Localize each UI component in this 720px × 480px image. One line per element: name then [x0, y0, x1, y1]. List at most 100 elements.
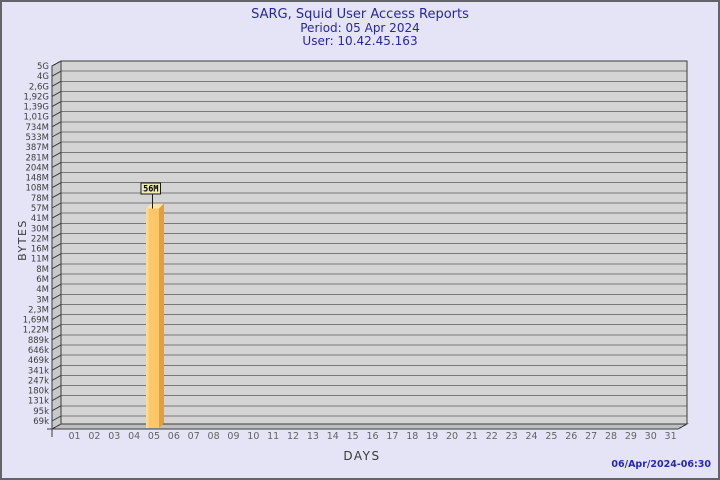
- y-tick-label: 5G: [37, 62, 49, 72]
- y-tick-label: 734M: [25, 123, 49, 133]
- y-tick: [51, 212, 62, 219]
- y-tick: [51, 324, 62, 331]
- chart-title: SARG, Squid User Access Reports: [251, 7, 469, 22]
- y-tick-label: 6M: [36, 275, 49, 285]
- plot-outline: [60, 60, 688, 425]
- y-tick-label: 469k: [28, 356, 49, 366]
- x-tick-label: 20: [446, 431, 458, 442]
- y-tick: [51, 232, 62, 239]
- y-tick-label: 4M: [36, 285, 49, 295]
- y-tick-label: 131k: [28, 397, 49, 407]
- y-tick: [51, 70, 62, 77]
- x-tick-label: 09: [227, 431, 239, 442]
- x-tick-label: 01: [68, 431, 80, 442]
- y-tick: [51, 151, 62, 158]
- y-tick-label: 3M: [36, 295, 49, 305]
- y-tick-label: 1,01G: [23, 113, 49, 123]
- x-tick-label: 18: [406, 431, 418, 442]
- y-tick: [51, 202, 62, 209]
- generated-timestamp: 06/Apr/2024-06:30: [611, 459, 711, 470]
- y-tick: [51, 253, 62, 260]
- x-tick-label: 25: [545, 431, 557, 442]
- x-tick-label: 03: [108, 431, 120, 442]
- y-tick: [51, 415, 62, 422]
- y-tick-label: 78M: [31, 194, 49, 204]
- y-tick: [51, 385, 62, 392]
- y-tick-label: 4G: [37, 72, 49, 82]
- y-tick-label: 1,22M: [23, 326, 49, 336]
- y-tick-label: 281M: [25, 153, 49, 163]
- y-tick: [51, 192, 62, 199]
- x-tick-label: 19: [426, 431, 438, 442]
- y-tick: [51, 354, 62, 361]
- y-tick-label: 533M: [25, 133, 49, 143]
- y-tick: [51, 314, 62, 321]
- y-tick: [51, 121, 62, 128]
- y-tick-label: 2,3M: [28, 305, 49, 315]
- bar-value-label: 56M: [143, 185, 158, 195]
- y-axis-title: BYTES: [16, 219, 29, 261]
- y-tick: [51, 273, 62, 280]
- y-tick-label: 247k: [28, 376, 49, 386]
- y-tick-label: 57M: [31, 204, 49, 214]
- x-tick-label: 28: [605, 431, 617, 442]
- y-tick-label: 11M: [31, 255, 49, 265]
- chart-header: SARG, Squid User Access Reports Period: …: [2, 8, 718, 48]
- bar-top-face: [145, 203, 164, 209]
- y-tick: [51, 364, 62, 371]
- y-tick: [51, 374, 62, 381]
- y-tick: [51, 90, 62, 97]
- x-tick-label: 22: [486, 431, 498, 442]
- y-tick: [51, 161, 62, 168]
- x-tick-label: 27: [585, 431, 597, 442]
- y-tick: [51, 131, 62, 138]
- y-tick-label: 95k: [33, 407, 49, 417]
- y-tick-label: 2,6G: [29, 82, 49, 92]
- x-tick-label: 05: [148, 431, 160, 442]
- y-tick-label: 646k: [28, 346, 49, 356]
- x-tick-label: 29: [625, 431, 637, 442]
- y-tick: [51, 182, 62, 189]
- y-tick: [51, 101, 62, 108]
- y-tick: [51, 334, 62, 341]
- y-tick-label: 22M: [31, 234, 49, 244]
- y-tick-label: 889k: [28, 336, 49, 346]
- y-tick: [51, 111, 62, 118]
- y-tick: [51, 344, 62, 351]
- y-tick-label: 41M: [31, 214, 49, 224]
- y-tick-label: 69k: [33, 417, 49, 427]
- y-tick: [51, 60, 62, 67]
- chart-period: Period: 05 Apr 2024: [300, 21, 420, 35]
- y-tick: [51, 283, 62, 290]
- bar-side-face: [158, 203, 164, 428]
- x-tick-label: 07: [188, 431, 200, 442]
- x-tick-label: 23: [506, 431, 518, 442]
- y-tick: [51, 263, 62, 270]
- x-tick-label: 14: [327, 431, 339, 442]
- y-tick-label: 341k: [28, 366, 49, 376]
- y-tick-label: 30M: [31, 224, 49, 234]
- y-tick-label: 1,69M: [23, 316, 49, 326]
- y-tick-label: 180k: [28, 387, 49, 397]
- y-tick: [51, 395, 62, 402]
- x-tick-label: 10: [247, 431, 259, 442]
- y-tick-label: 204M: [25, 163, 49, 173]
- y-tick-label: 387M: [25, 143, 49, 153]
- y-tick-label: 108M: [25, 184, 49, 194]
- bar-front-highlight: [145, 208, 149, 428]
- x-tick-label: 08: [208, 431, 220, 442]
- y-tick: [51, 405, 62, 412]
- x-tick-label: 13: [307, 431, 319, 442]
- x-axis-title: DAYS: [343, 449, 380, 463]
- y-tick-label: 148M: [25, 174, 49, 184]
- x-tick-label: 02: [88, 431, 100, 442]
- x-tick-label: 26: [565, 431, 577, 442]
- y-tick: [51, 293, 62, 300]
- y-tick: [51, 303, 62, 310]
- y-tick: [51, 243, 62, 250]
- x-tick-label: 21: [466, 431, 478, 442]
- y-tick: [51, 222, 62, 229]
- x-tick-label: 31: [665, 431, 677, 442]
